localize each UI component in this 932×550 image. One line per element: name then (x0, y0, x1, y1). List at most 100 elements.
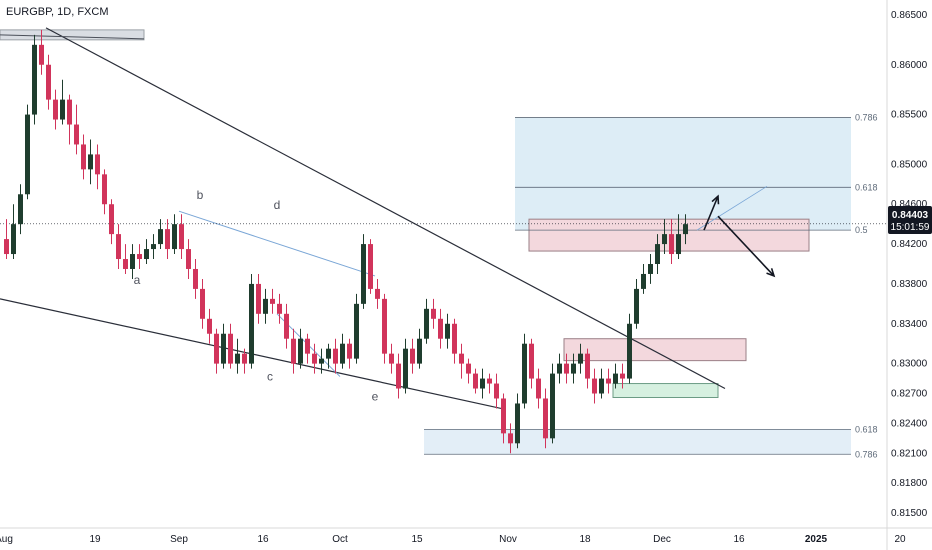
fib-label: 0.786 (855, 113, 878, 123)
price-tick-label: 0.82400 (891, 418, 928, 429)
candles-layer (4, 29, 688, 454)
candle-body (396, 363, 401, 389)
candle-body (172, 224, 177, 250)
price-tick-label: 0.83000 (891, 359, 928, 370)
candle-body (522, 343, 527, 404)
candle-body (60, 99, 65, 120)
candle-body (4, 239, 9, 255)
candle-body (676, 234, 681, 255)
candle-body (487, 378, 492, 384)
candle-body (18, 194, 23, 225)
supply-zone-middle (563, 338, 747, 362)
candle-body (95, 154, 100, 175)
candle-body (88, 154, 93, 170)
candle-body (431, 308, 436, 319)
time-axis[interactable]: Aug19Sep16Oct15Nov18Dec16202520Feb17Mar (0, 534, 932, 545)
wave-label-c: c (267, 370, 273, 384)
candle-body (165, 229, 170, 250)
candle-body (368, 244, 373, 289)
zones-layer (0, 29, 851, 455)
candle-body (179, 224, 184, 250)
candle-body (361, 244, 366, 304)
candle-body (319, 358, 324, 364)
candle-body (151, 244, 156, 250)
candle-body (123, 259, 128, 269)
candle-body (214, 333, 219, 364)
fib-label: 0.618 (855, 424, 878, 434)
candle-body (599, 378, 604, 394)
candle-body (312, 353, 317, 364)
price-tick-label: 0.82100 (891, 448, 928, 459)
candle-body (585, 353, 590, 379)
time-tick-label: Sep (170, 534, 188, 545)
candle-body (613, 373, 618, 384)
last-price-label: 0.84403 (892, 210, 929, 221)
candle-body (627, 323, 632, 379)
price-tick-label: 0.86500 (891, 10, 928, 21)
candle-body (578, 353, 583, 364)
time-tick-label: Oct (332, 534, 348, 545)
time-tick-label: 2025 (805, 534, 828, 545)
candle-body (529, 343, 534, 379)
candle-body (473, 373, 478, 389)
candle-body (137, 254, 142, 260)
candle-body (207, 318, 212, 334)
candle-body (39, 44, 44, 65)
candle-body (410, 348, 415, 364)
candle-body (655, 244, 660, 264)
candle-body (81, 144, 86, 170)
price-tick-label: 0.84200 (891, 239, 928, 250)
candle-body (130, 254, 135, 269)
time-tick-label: 19 (89, 534, 101, 545)
arrow-down-head (766, 268, 776, 278)
candle-body (249, 283, 254, 364)
candle-body (74, 124, 79, 145)
candle-body (333, 348, 338, 364)
candle-body (144, 249, 149, 260)
candle-body (445, 323, 450, 339)
price-tick-label: 0.83400 (891, 319, 928, 330)
price-tick-label: 0.85500 (891, 110, 928, 121)
candle-body (515, 403, 520, 444)
candle-body (158, 229, 163, 245)
candle-body (116, 234, 121, 260)
time-tick-label: 20 (894, 534, 906, 545)
candle-body (501, 398, 506, 434)
candle-body (494, 383, 499, 399)
price-axis[interactable]: 0.86500 0.86000 0.85500 0.85000 0.84600 0.842… (891, 10, 928, 519)
descending-trendline (45, 27, 726, 390)
candle-body (221, 333, 226, 364)
candle-body (102, 174, 107, 205)
time-tick-label: Dec (653, 534, 671, 545)
projection-line (696, 185, 768, 231)
candle-body (417, 338, 422, 364)
arrow-up-head (711, 194, 720, 205)
candle-body (375, 288, 380, 299)
candle-body (340, 343, 345, 364)
arrow-up-shaft (703, 195, 719, 231)
time-tick-label: 15 (411, 534, 423, 545)
fib-label: 0.618 (855, 182, 878, 192)
candle-body (669, 234, 674, 255)
countdown-label: 15:01:59 (891, 222, 930, 233)
candle-body (298, 338, 303, 364)
candle-body (557, 363, 562, 374)
price-tick-label: 0.83800 (891, 279, 928, 290)
candle-body (347, 343, 352, 359)
time-tick-label: Nov (499, 534, 517, 545)
candle-body (235, 353, 240, 364)
time-tick-label: 16 (257, 534, 269, 545)
top-ray (0, 34, 145, 40)
candle-body (32, 44, 37, 115)
candle-body (480, 378, 485, 389)
candle-body (452, 323, 457, 354)
candle-body (186, 249, 191, 269)
candle-body (466, 363, 471, 374)
candle-body (25, 114, 30, 195)
candle-body (291, 338, 296, 364)
wave-label-b: b (197, 188, 204, 202)
last-price-tag-box (888, 206, 932, 234)
candle-body (263, 298, 268, 314)
candle-body (270, 298, 275, 304)
